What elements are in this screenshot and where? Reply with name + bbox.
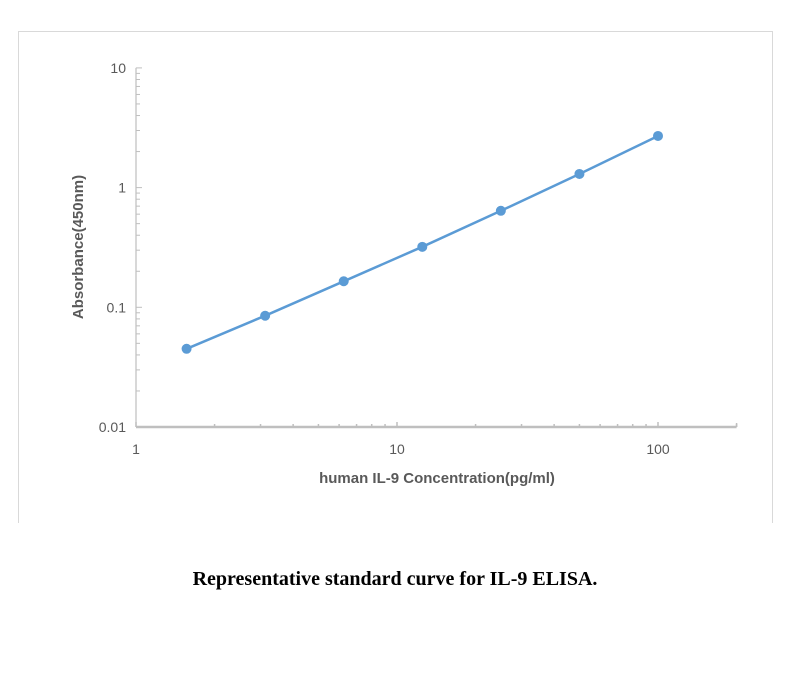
x-axis-title: human IL-9 Concentration(pg/ml) [319,470,555,487]
x-tick-label: 100 [646,441,670,457]
data-series [181,130,663,354]
chart-frame [18,31,773,523]
y-axis-title: Absorbance(450nm) [70,175,87,319]
data-point-marker [338,276,349,287]
data-point-marker [181,343,192,354]
data-point-marker [653,130,663,141]
y-tick-label: 10 [110,60,126,76]
figure-caption: Representative standard curve for IL-9 E… [192,568,598,590]
axes: 0.01 0.1 1 10 1 10 100 [99,60,738,457]
x-tick-label: 10 [389,441,405,457]
y-tick-label: 0.01 [99,419,126,435]
y-tick-label: 1 [118,180,126,196]
data-point-marker [495,205,506,216]
data-point-marker [417,241,428,252]
y-tick-label: 0.1 [107,299,127,315]
chart-plot: 0.01 0.1 1 10 1 10 100 human IL-9 Concentratio… [70,60,738,487]
data-point-marker [260,310,271,321]
data-point-marker [574,168,585,179]
x-tick-label: 1 [132,441,140,457]
